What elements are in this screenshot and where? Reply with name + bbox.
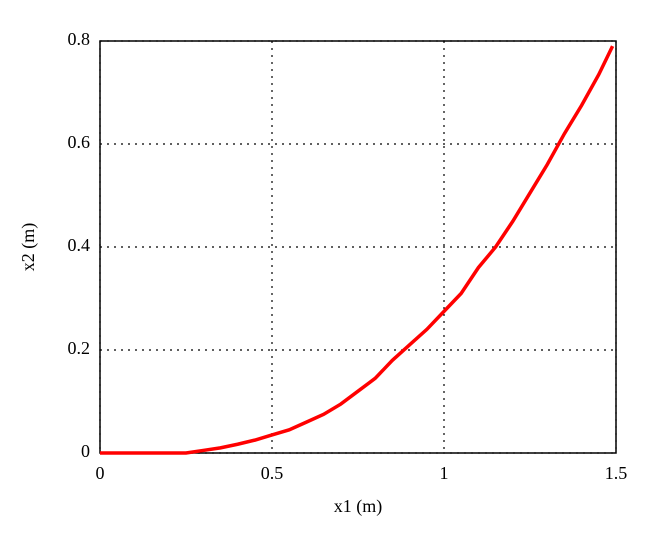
x-tick-label: 1.5 <box>605 463 628 483</box>
y-tick-label: 0.6 <box>68 132 91 152</box>
x-axis-label: x1 (m) <box>334 496 383 517</box>
data-line <box>100 45 615 455</box>
y-tick-label: 0.4 <box>68 235 91 255</box>
plot-frame <box>99 40 617 454</box>
y-axis-label: x2 (m) <box>18 223 39 272</box>
x-tick-label: 0.5 <box>261 463 284 483</box>
y-tick-label: 0.8 <box>68 29 91 49</box>
x-tick-label: 1 <box>440 463 449 483</box>
y-tick-label: 0 <box>81 441 90 461</box>
y-tick-label: 0.2 <box>68 338 91 358</box>
x-tick-label: 0 <box>96 463 105 483</box>
